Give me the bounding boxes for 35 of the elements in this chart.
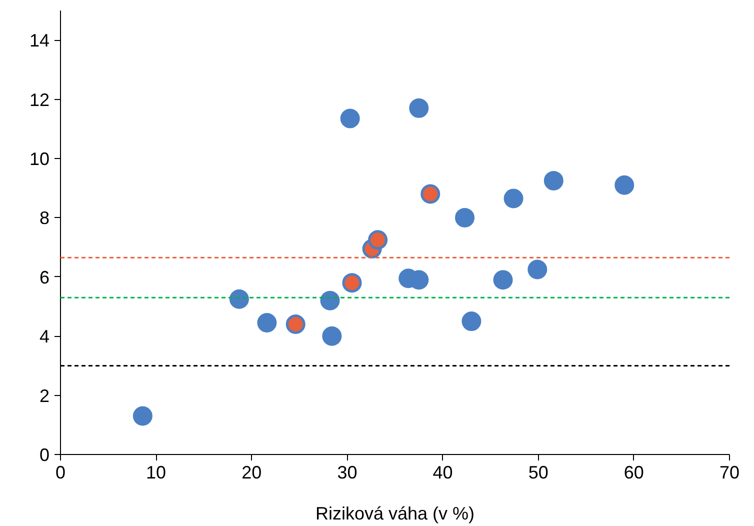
point [455,208,475,228]
point [544,170,564,190]
x-tick-label: 40 [432,462,453,482]
point [409,98,429,118]
y-tick-label: 12 [29,90,50,110]
y-tick-label: 10 [29,149,50,169]
point [368,230,388,250]
x-tick-label: 70 [719,462,740,482]
y-tick-label: 6 [39,267,50,288]
y-tick-label: 4 [39,326,50,347]
x-tick-label: 10 [146,462,166,482]
point [420,184,440,204]
x-axis-title: Riziková váha (v %) [315,504,475,524]
point [257,313,277,333]
point [614,175,634,195]
point [229,289,249,309]
point [340,108,360,128]
point [342,273,362,293]
point [132,406,152,426]
x-tick-label: 0 [55,462,66,482]
x-tick-label: 50 [528,462,548,482]
point [504,188,524,208]
y-tick-label: 14 [29,30,50,51]
y-tick-label: 8 [39,208,50,228]
x-tick-label: 60 [624,462,644,482]
point [320,290,340,310]
x-tick-label: 20 [242,462,262,482]
point [322,326,342,346]
point [493,270,513,290]
x-tick-label: 30 [337,462,358,482]
y-tick-label: 2 [39,386,50,406]
point [462,312,482,332]
y-tick-label: 0 [39,445,50,465]
point [528,260,548,280]
point [286,314,306,334]
